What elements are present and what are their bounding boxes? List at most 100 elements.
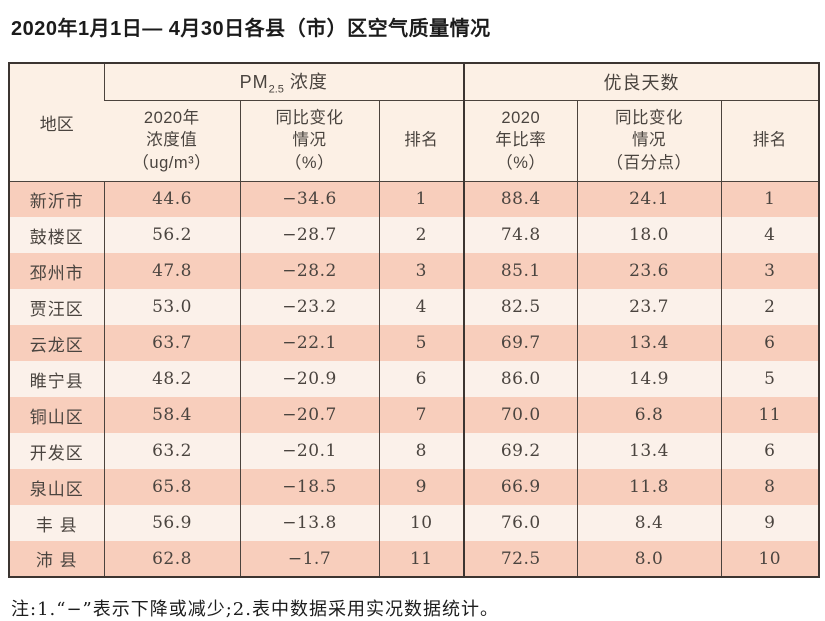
column-header-pm25-rank: 排名 <box>378 100 465 182</box>
good-days-change-cell: 14.9 <box>576 361 722 397</box>
table-row: 开发区 63.2 −20.1 8 69.2 13.4 6 <box>9 433 820 469</box>
column-group-pm25: PM2.5 浓度 <box>103 63 465 101</box>
table-row: 沛 县 62.8 −1.7 11 72.5 8.0 10 <box>9 541 820 577</box>
pm25-value-cell: 48.2 <box>103 361 240 397</box>
pm25-change-cell: −20.7 <box>239 397 379 433</box>
pm25-change-cell: −28.2 <box>239 253 379 289</box>
good-days-rank-cell: 2 <box>720 289 820 325</box>
pm25-rank-cell: 6 <box>378 361 465 397</box>
pm25-change-cell: −22.1 <box>239 325 379 361</box>
pm25-rank-cell: 4 <box>378 289 465 325</box>
good-days-change-cell: 24.1 <box>576 181 722 217</box>
pm25-value-cell: 56.2 <box>103 217 240 253</box>
good-days-change-cell: 23.7 <box>576 289 722 325</box>
region-cell: 邳州市 <box>9 253 104 289</box>
table-row: 泉山区 65.8 −18.5 9 66.9 11.8 8 <box>9 469 820 505</box>
good-days-rank-cell: 11 <box>720 397 820 433</box>
region-cell: 云龙区 <box>9 325 104 361</box>
good-days-rank-cell: 1 <box>720 181 820 217</box>
table-row: 铜山区 58.4 −20.7 7 70.0 6.8 11 <box>9 397 820 433</box>
sub-header-row: 2020年 浓度值 （ug/m³） 同比变化 情况 （%） 排名 2020 年比… <box>9 100 820 182</box>
good-days-ratio-cell: 76.0 <box>463 505 578 541</box>
good-days-change-cell: 23.6 <box>576 253 722 289</box>
page-title: 2020年1月1日— 4月30日各县（市）区空气质量情况 <box>11 18 491 40</box>
pm25-rank-cell: 8 <box>378 433 465 469</box>
pm25-change-cell: −23.2 <box>239 289 379 325</box>
good-days-ratio-cell: 88.4 <box>463 181 578 217</box>
pm25-change-cell: −20.9 <box>239 361 379 397</box>
good-days-ratio-cell: 69.7 <box>463 325 578 361</box>
good-days-ratio-cell: 69.2 <box>463 433 578 469</box>
region-cell: 睢宁县 <box>9 361 104 397</box>
table-row: 丰 县 56.9 −13.8 10 76.0 8.4 9 <box>9 505 820 541</box>
group-header-row: 地区 PM2.5 浓度 优良天数 <box>9 63 820 182</box>
region-cell: 铜山区 <box>9 397 104 433</box>
good-days-rank-cell: 6 <box>720 433 820 469</box>
column-group-good-days: 优良天数 <box>463 63 820 101</box>
good-days-rank-cell: 3 <box>720 253 820 289</box>
good-days-ratio-cell: 82.5 <box>463 289 578 325</box>
good-days-change-cell: 8.4 <box>576 505 722 541</box>
column-header-concentration-2020: 2020年 浓度值 （ug/m³） <box>104 100 240 182</box>
good-days-rank-cell: 4 <box>720 217 820 253</box>
good-days-change-cell: 11.8 <box>576 469 722 505</box>
pm25-change-cell: −28.7 <box>239 217 379 253</box>
air-quality-table: 地区 PM2.5 浓度 优良天数 2020年 浓度值 （ug/m³） 同比变化 情… <box>8 62 821 578</box>
table-row: 贾汪区 53.0 −23.2 4 82.5 23.7 2 <box>9 289 820 325</box>
pm25-rank-cell: 2 <box>378 217 465 253</box>
good-days-change-cell: 13.4 <box>576 325 722 361</box>
pm25-value-cell: 53.0 <box>103 289 240 325</box>
pm25-value-cell: 58.4 <box>103 397 240 433</box>
pm25-value-cell: 62.8 <box>103 541 240 577</box>
column-header-yoy-change-points: 同比变化 情况 （百分点） <box>576 100 722 182</box>
pm25-value-cell: 47.8 <box>103 253 240 289</box>
good-days-change-cell: 6.8 <box>576 397 722 433</box>
good-days-rank-cell: 8 <box>720 469 820 505</box>
pm25-rank-cell: 9 <box>378 469 465 505</box>
good-days-ratio-cell: 86.0 <box>463 361 578 397</box>
good-days-change-cell: 8.0 <box>576 541 722 577</box>
good-days-ratio-cell: 66.9 <box>463 469 578 505</box>
pm25-rank-cell: 10 <box>378 505 465 541</box>
table-body: 新沂市 44.6 −34.6 1 88.4 24.1 1 鼓楼区 56.2 −2… <box>9 181 820 577</box>
region-cell: 泉山区 <box>9 469 104 505</box>
good-days-change-cell: 13.4 <box>576 433 722 469</box>
region-cell: 丰 县 <box>9 505 104 541</box>
good-days-rank-cell: 10 <box>720 541 820 577</box>
pm25-value-cell: 44.6 <box>103 181 240 217</box>
pm25-change-cell: −20.1 <box>239 433 379 469</box>
table-row: 邳州市 47.8 −28.2 3 85.1 23.6 3 <box>9 253 820 289</box>
column-header-region: 地区 <box>9 63 104 182</box>
good-days-ratio-cell: 74.8 <box>463 217 578 253</box>
region-cell: 鼓楼区 <box>9 217 104 253</box>
column-header-yoy-change-pct: 同比变化 情况 （%） <box>239 100 379 182</box>
region-cell: 沛 县 <box>9 541 104 577</box>
pm25-rank-cell: 7 <box>378 397 465 433</box>
table-row: 睢宁县 48.2 −20.9 6 86.0 14.9 5 <box>9 361 820 397</box>
table-row: 鼓楼区 56.2 −28.7 2 74.8 18.0 4 <box>9 217 820 253</box>
pm25-value-cell: 65.8 <box>103 469 240 505</box>
pm25-rank-cell: 11 <box>378 541 465 577</box>
pm25-change-cell: −18.5 <box>239 469 379 505</box>
pm25-rank-cell: 5 <box>378 325 465 361</box>
region-cell: 贾汪区 <box>9 289 104 325</box>
pm25-change-cell: −34.6 <box>239 181 379 217</box>
pm25-label: PM2.5 浓度 <box>239 71 328 96</box>
pm25-rank-cell: 1 <box>378 181 465 217</box>
region-cell: 开发区 <box>9 433 104 469</box>
column-header-ratio-2020: 2020 年比率 （%） <box>463 100 578 182</box>
table-header: 地区 PM2.5 浓度 优良天数 2020年 浓度值 （ug/m³） 同比变化 情… <box>9 63 820 182</box>
good-days-ratio-cell: 85.1 <box>463 253 578 289</box>
pm25-change-cell: −1.7 <box>239 541 379 577</box>
pm25-value-cell: 63.2 <box>103 433 240 469</box>
good-days-change-cell: 18.0 <box>576 217 722 253</box>
good-days-ratio-cell: 72.5 <box>463 541 578 577</box>
good-days-ratio-cell: 70.0 <box>463 397 578 433</box>
footnote: 注:1.“−”表示下降或减少;2.表中数据采用实况数据统计。 <box>11 599 499 620</box>
pm25-change-cell: −13.8 <box>239 505 379 541</box>
table-row: 云龙区 63.7 −22.1 5 69.7 13.4 6 <box>9 325 820 361</box>
pm25-value-cell: 63.7 <box>103 325 240 361</box>
good-days-rank-cell: 6 <box>720 325 820 361</box>
table-row: 新沂市 44.6 −34.6 1 88.4 24.1 1 <box>9 181 820 217</box>
